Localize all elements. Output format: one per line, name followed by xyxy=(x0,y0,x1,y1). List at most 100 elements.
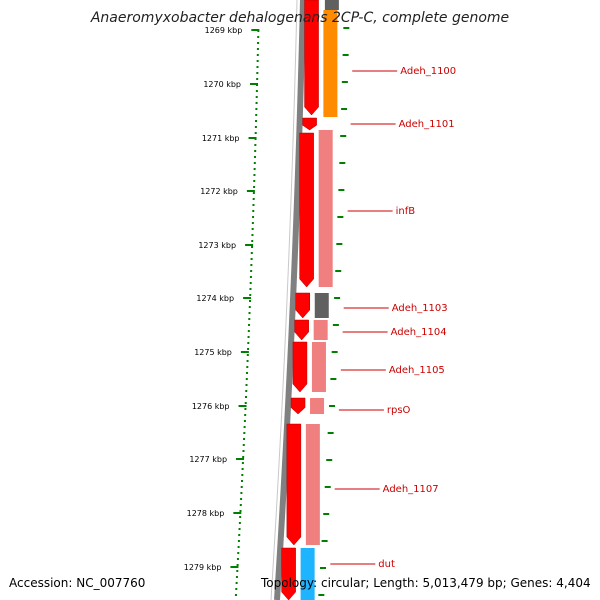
gene-color-segment xyxy=(305,424,320,545)
scale-dot xyxy=(238,534,241,536)
scale-dot xyxy=(253,156,256,158)
scale-dot xyxy=(239,510,242,512)
gene-label-adeh_1100: Adeh_1100 xyxy=(400,66,456,77)
scale-tick-label: 1273 kbp xyxy=(198,241,236,250)
scale-dot xyxy=(237,540,240,542)
scale-dot xyxy=(249,288,252,290)
scale-dot xyxy=(237,546,240,548)
scale-dot xyxy=(240,498,243,500)
scale-dot xyxy=(250,270,253,272)
scale-dot xyxy=(247,342,250,344)
scale-dot xyxy=(251,228,254,230)
scale-dot xyxy=(243,432,246,434)
scale-dot xyxy=(241,462,244,464)
scale-dot xyxy=(245,390,248,392)
cds-arrow xyxy=(302,117,317,131)
scale-dot xyxy=(240,486,243,488)
scale-dot xyxy=(249,282,252,284)
scale-dot xyxy=(241,480,244,482)
scale-dot xyxy=(255,114,258,116)
scale-tick-label: 1269 kbp xyxy=(205,26,243,35)
scale-dot xyxy=(253,174,256,176)
cds-arrow xyxy=(286,423,302,546)
scale-dot xyxy=(244,408,247,410)
scale-dot xyxy=(253,168,256,170)
scale-dot xyxy=(253,180,256,182)
scale-dot xyxy=(234,594,237,596)
cds-arrow xyxy=(304,0,319,116)
scale-dot xyxy=(256,72,259,74)
scale-dot xyxy=(257,36,260,38)
scale-dot xyxy=(243,420,246,422)
scale-dot xyxy=(254,144,257,146)
cds-arrow xyxy=(281,547,296,600)
scale-dot xyxy=(254,126,257,128)
scale-dot xyxy=(235,582,238,584)
scale-dot xyxy=(248,306,251,308)
scale-dot xyxy=(253,162,256,164)
scale-dot xyxy=(256,60,259,62)
cds-arrow xyxy=(295,292,311,319)
scale-dot xyxy=(255,90,258,92)
scale-tick-label: 1271 kbp xyxy=(202,134,240,143)
scale-tick-label: 1270 kbp xyxy=(203,80,241,89)
scale-dot xyxy=(245,378,248,380)
scale-dot xyxy=(251,234,254,236)
scale-dot xyxy=(252,216,255,218)
scale-dot xyxy=(236,570,239,572)
scale-dot xyxy=(236,564,239,566)
topology-text: Topology: circular; Length: 5,013,479 bp… xyxy=(261,576,591,590)
gene-label-infb: infB xyxy=(396,206,416,217)
scale-tick-label: 1278 kbp xyxy=(187,509,225,518)
scale-tick-label: 1272 kbp xyxy=(200,187,238,196)
gene-label-adeh_1107: Adeh_1107 xyxy=(383,484,439,495)
scale-dot xyxy=(247,348,250,350)
scale-dot xyxy=(252,210,255,212)
scale-dot xyxy=(235,588,238,590)
scale-dot xyxy=(248,312,251,314)
scale-dot xyxy=(240,492,243,494)
scale-dot xyxy=(250,264,253,266)
scale-dot xyxy=(253,186,256,188)
scale-dot xyxy=(254,132,257,134)
scale-dot xyxy=(239,504,242,506)
scale-dot xyxy=(255,102,258,104)
scale-dot xyxy=(237,552,240,554)
scale-dot xyxy=(244,402,247,404)
cds-arrow xyxy=(299,132,314,288)
scale-dot xyxy=(236,558,239,560)
genome-backbone xyxy=(274,0,306,600)
scale-dot xyxy=(256,78,259,80)
scale-dot xyxy=(247,330,250,332)
scale-dot xyxy=(243,426,246,428)
scale-dot xyxy=(246,360,249,362)
scale-dot xyxy=(235,576,238,578)
gene-color-segment xyxy=(311,342,326,392)
scale-dot xyxy=(255,108,258,110)
scale-dot xyxy=(242,456,245,458)
scale-tick-label: 1277 kbp xyxy=(189,455,227,464)
cds-arrow xyxy=(292,341,308,393)
scale-dot xyxy=(238,528,241,530)
scale-tick-label: 1276 kbp xyxy=(192,402,230,411)
scale-dot xyxy=(250,252,253,254)
scale-dot xyxy=(245,384,248,386)
scale-dot xyxy=(256,48,259,50)
gene-color-segment xyxy=(324,0,339,10)
scale-dot xyxy=(246,366,249,368)
gene-label-adeh_1103: Adeh_1103 xyxy=(392,303,448,314)
scale-dot xyxy=(252,198,255,200)
scale-dot xyxy=(254,150,257,152)
gene-color-segment xyxy=(313,320,328,340)
scale-dot xyxy=(238,522,241,524)
scale-dot xyxy=(249,294,252,296)
scale-dot xyxy=(247,336,250,338)
scale-tick-label: 1274 kbp xyxy=(196,294,234,303)
accession-text: Accession: NC_007760 xyxy=(9,576,146,590)
scale-dot xyxy=(243,438,246,440)
gene-label-adeh_1101: Adeh_1101 xyxy=(399,119,455,130)
cds-arrow xyxy=(294,319,309,341)
scale-dot xyxy=(244,396,247,398)
